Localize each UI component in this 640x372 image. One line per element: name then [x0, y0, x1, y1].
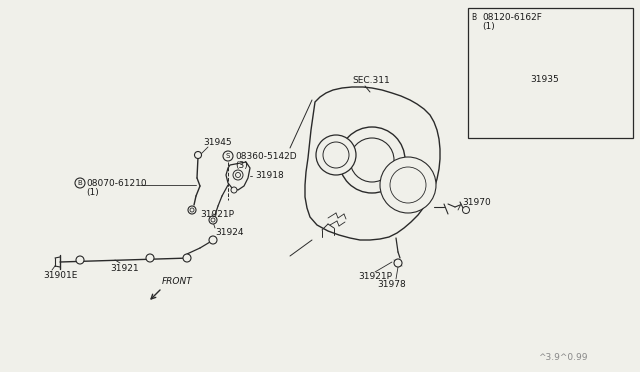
Circle shape — [510, 35, 520, 45]
Text: 31935: 31935 — [530, 76, 559, 84]
Text: 31924: 31924 — [215, 228, 243, 237]
Text: 08360-5142D: 08360-5142D — [235, 152, 296, 161]
Circle shape — [233, 170, 243, 180]
Circle shape — [195, 151, 202, 158]
Text: 31918: 31918 — [255, 170, 284, 180]
Text: 08070-61210: 08070-61210 — [86, 179, 147, 188]
Text: 08120-6162F: 08120-6162F — [482, 13, 542, 22]
Circle shape — [231, 187, 237, 193]
Circle shape — [380, 157, 436, 213]
Circle shape — [394, 259, 402, 267]
Circle shape — [516, 108, 524, 116]
Text: B: B — [472, 13, 477, 22]
Text: (3): (3) — [235, 161, 248, 170]
Text: 31970: 31970 — [462, 198, 491, 207]
Text: S: S — [226, 153, 230, 159]
Bar — [468, 8, 633, 138]
Polygon shape — [305, 87, 440, 240]
Text: 31901E: 31901E — [43, 271, 77, 280]
Circle shape — [188, 206, 196, 214]
Circle shape — [512, 37, 518, 43]
Text: FRONT: FRONT — [162, 277, 193, 286]
Circle shape — [76, 256, 84, 264]
Text: 31978: 31978 — [378, 280, 406, 289]
Circle shape — [223, 151, 233, 161]
Circle shape — [323, 142, 349, 168]
Circle shape — [511, 58, 518, 65]
Text: B: B — [77, 180, 83, 186]
Circle shape — [472, 13, 481, 22]
Text: (1): (1) — [482, 22, 495, 31]
Circle shape — [190, 208, 194, 212]
Circle shape — [209, 236, 217, 244]
Circle shape — [209, 216, 217, 224]
Circle shape — [339, 127, 405, 193]
Polygon shape — [226, 162, 250, 190]
Circle shape — [350, 138, 394, 182]
Text: 31921: 31921 — [110, 264, 139, 273]
Text: 31921P: 31921P — [358, 272, 392, 281]
Circle shape — [146, 254, 154, 262]
Circle shape — [211, 218, 215, 222]
Text: 31945: 31945 — [203, 138, 232, 147]
Circle shape — [316, 135, 356, 175]
Text: SEC.311: SEC.311 — [352, 76, 390, 85]
Circle shape — [75, 178, 85, 188]
Text: ^3.9^0.99: ^3.9^0.99 — [538, 353, 588, 362]
Text: 31921P: 31921P — [200, 210, 234, 219]
Circle shape — [390, 167, 426, 203]
Text: (1): (1) — [86, 188, 99, 197]
Circle shape — [463, 206, 470, 214]
Circle shape — [183, 254, 191, 262]
Circle shape — [236, 173, 241, 177]
